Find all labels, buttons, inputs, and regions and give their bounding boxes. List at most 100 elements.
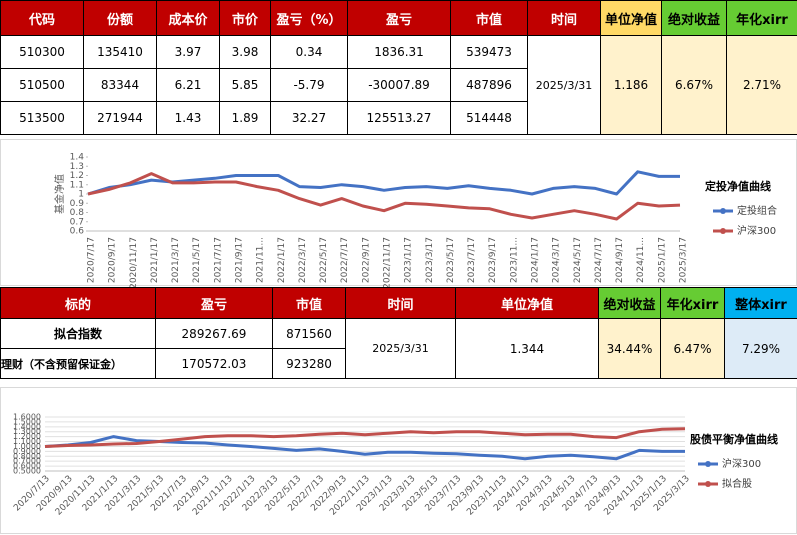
x-tick-label: 2020/7/17: [87, 237, 97, 283]
x-tick-label: 2023/5/17: [446, 237, 456, 283]
cell: 271944: [83, 101, 157, 135]
header-cell: 市价: [219, 0, 271, 36]
header-cell: 绝对收益: [598, 287, 661, 319]
cell: 513500: [0, 101, 84, 135]
header-cell: 单位净值: [455, 287, 599, 319]
header-cell: 年化xirr: [660, 287, 725, 319]
x-tick-label: 2021/7/17: [213, 237, 223, 283]
legend-dot: [705, 461, 711, 467]
x-tick-label: 2025/3/17: [679, 237, 689, 283]
legend-label: 沪深300: [722, 457, 761, 470]
x-tick-label: 2025/1/17: [657, 237, 667, 283]
y-tick-label: 0.6: [70, 227, 85, 237]
y-axis-title: 基金净值: [53, 174, 66, 214]
header-cell: 代码: [0, 0, 84, 36]
cell: 3.98: [219, 35, 271, 69]
x-tick-label: 2022/1/17: [277, 237, 287, 283]
x-tick-label: 2024/9/17: [615, 237, 625, 283]
cell: 1.43: [156, 101, 220, 135]
header-cell: 整体xirr: [724, 287, 797, 319]
x-tick-label: 2024/11...: [636, 237, 646, 283]
x-tick-label: 2024/3/17: [552, 237, 562, 283]
header-cell: 年化xirr: [726, 0, 797, 36]
y-tick-label: 0.8000: [13, 452, 41, 461]
header-cell: 绝对收益: [661, 0, 727, 36]
y-tick-label: 0.9000: [13, 447, 41, 456]
summary-cell: 2025/3/31: [345, 318, 456, 379]
y-tick-label: 1.4: [70, 153, 85, 163]
x-tick-label: 2024/7/17: [594, 237, 604, 283]
cell: 125513.27: [347, 101, 451, 135]
header-cell: 市值: [450, 0, 528, 36]
cell: 5.85: [219, 68, 271, 102]
header-row: 标的 盈亏 市值 时间 单位净值 绝对收益 年化xirr 整体xirr: [0, 287, 797, 319]
summary-cell: 34.44%: [598, 318, 661, 379]
x-tick-label: 2022/3/17: [298, 237, 308, 283]
legend-title: 定投净值曲线: [705, 179, 771, 193]
header-row: 代码 份额 成本价 市价 盈亏（%） 盈亏 市值 时间 单位净值 绝对收益 年化xirr: [0, 0, 797, 36]
x-tick-label: 2022/11/17: [383, 237, 393, 287]
cell: -30007.89: [347, 68, 451, 102]
row: 理财（不含预留保证金） 170572.03 923280: [0, 348, 797, 379]
y-tick-label: 1.3000: [13, 427, 41, 436]
row: 拟合指数 289267.69 871560 2025/3/31 1.344 34.44% 6…: [0, 318, 797, 379]
x-tick-label: 2023/11...: [509, 237, 519, 283]
header-cell: 盈亏（%）: [270, 0, 348, 36]
legend-label: 沪深300: [737, 224, 776, 237]
y-tick-label: 1.6000: [13, 413, 41, 422]
header-cell: 标的: [0, 287, 156, 319]
cell: 6.21: [156, 68, 220, 102]
y-tick-label: 1.2: [70, 171, 84, 181]
y-tick-label: 1.1: [70, 180, 84, 190]
y-tick-label: 0.6000: [13, 462, 41, 471]
summary-cell: 6.67%: [661, 35, 727, 135]
chart-frame: [0, 387, 797, 534]
y-tick-label: 0.9: [70, 199, 85, 209]
summary-cell: 7.29%: [724, 318, 797, 379]
header-cell: 成本价: [156, 0, 220, 36]
y-tick-label: 1.5000: [13, 417, 41, 426]
x-tick-label: 2021/9/17: [235, 237, 245, 283]
cell: 871560: [272, 318, 346, 349]
y-tick-label: 1.2000: [13, 432, 41, 441]
chart-nav: 0.60.70.80.911.11.21.31.4 基金净值 2020/7/17 20…: [0, 139, 797, 287]
summary-cell: 2025/3/31: [527, 35, 601, 135]
legend-label: 拟合股: [722, 477, 752, 490]
summary-cell: 1.186: [600, 35, 662, 135]
series-line: [87, 170, 680, 196]
bottom-table: 标的 盈亏 市值 时间 单位净值 绝对收益 年化xirr 整体xirr 拟合指数 289267.6…: [0, 287, 797, 379]
header-cell: 份额: [83, 0, 157, 36]
cell: -5.79: [270, 68, 348, 102]
x-tick-label: 2022/5/17: [319, 237, 329, 283]
x-tick-label: 2021/11...: [256, 237, 266, 283]
x-tick-label: 2023/9/17: [488, 237, 498, 283]
y-tick-label: 1.0000: [13, 442, 41, 451]
y-tick-label: 1: [78, 190, 84, 200]
cell: 923280: [272, 348, 346, 379]
legend-label: 定投组合: [737, 204, 777, 217]
row: 510500 83344 6.21 5.85 -5.79 -30007.89 487896: [0, 68, 797, 102]
header-cell: 市值: [272, 287, 346, 319]
summary-cell: 2.71%: [726, 35, 797, 135]
header-cell: 盈亏: [155, 287, 273, 319]
series-line: [87, 172, 681, 221]
chart-frame: [0, 139, 797, 286]
summary-cell: 1.344: [455, 318, 599, 379]
summary-cell: 6.47%: [660, 318, 725, 379]
x-tick-label: 2021/5/17: [192, 237, 202, 283]
series-line: [44, 427, 686, 448]
top-table: 代码 份额 成本价 市价 盈亏（%） 盈亏 市值 时间 单位净值 绝对收益 年化xirr 510300…: [0, 0, 797, 135]
header-cell: 单位净值: [600, 0, 662, 36]
y-tick-label: 1.3: [70, 162, 84, 172]
cell: 514448: [450, 101, 528, 135]
x-tick-label: 2022/7/17: [340, 237, 350, 283]
header-cell: 盈亏: [347, 0, 451, 36]
cell: 510500: [0, 68, 84, 102]
chart-balance: 0.50000.60000.70000.80000.90001.00001.10…: [0, 387, 797, 534]
header-cell: 时间: [527, 0, 601, 36]
y-tick-label: 0.7000: [13, 457, 41, 466]
x-tick-label: 2024/5/17: [573, 237, 583, 283]
cell: 170572.03: [155, 348, 273, 379]
x-tick-label: 2021/3/17: [171, 237, 181, 283]
row: 513500 271944 1.43 1.89 32.27 125513.27 514448: [0, 101, 797, 135]
